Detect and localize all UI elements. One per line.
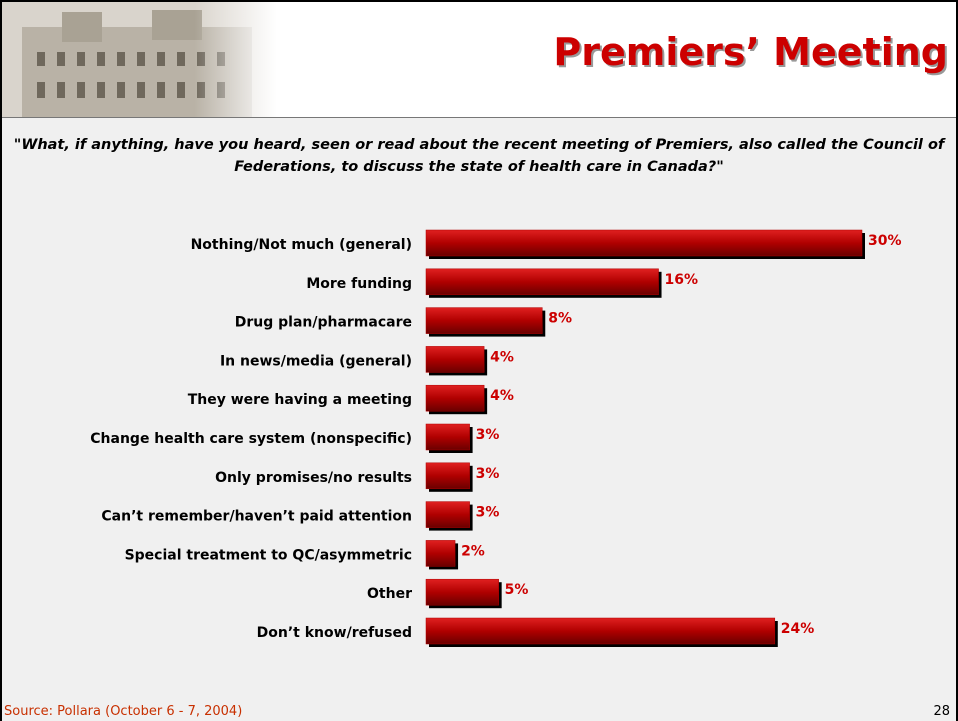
page-number: 28 xyxy=(933,704,950,719)
value-label: 24% xyxy=(781,621,815,637)
bar xyxy=(425,346,485,373)
value-label: 4% xyxy=(490,388,514,404)
category-label: Nothing/Not much (general) xyxy=(191,237,412,253)
value-label: 2% xyxy=(461,543,485,559)
value-label: 3% xyxy=(476,427,500,443)
bar xyxy=(425,384,485,412)
category-label: Drug plan/pharmacare xyxy=(235,315,412,331)
bar xyxy=(425,307,543,334)
value-label: 5% xyxy=(505,582,529,598)
value-label: 3% xyxy=(476,466,500,482)
bar xyxy=(425,423,470,451)
category-label: Other xyxy=(367,586,412,602)
category-label: In news/media (general) xyxy=(220,353,412,369)
bar xyxy=(425,617,776,645)
bar xyxy=(425,229,863,257)
header: Premiers’ Meeting xyxy=(2,2,956,118)
question-text: "What, if anything, have you heard, seen… xyxy=(13,137,945,175)
category-label: Don’t know/refused xyxy=(257,625,412,641)
value-label: 8% xyxy=(548,311,572,327)
source-note: Source: Pollara (October 6 - 7, 2004) xyxy=(4,704,243,719)
bar xyxy=(425,578,499,606)
value-label: 16% xyxy=(665,272,699,288)
bar xyxy=(425,501,470,528)
value-label: 3% xyxy=(476,505,500,521)
category-label: Special treatment to QC/asymmetric xyxy=(125,547,412,563)
slide-title: Premiers’ Meeting xyxy=(553,30,948,74)
category-label: Can’t remember/haven’t paid attention xyxy=(101,509,412,525)
category-label: Only promises/no results xyxy=(215,470,412,486)
value-label: 30% xyxy=(868,233,902,249)
bar xyxy=(425,462,470,490)
bar xyxy=(425,268,659,296)
building-image xyxy=(2,2,277,117)
category-label: Change health care system (nonspecific) xyxy=(90,431,412,447)
category-label: More funding xyxy=(306,276,412,292)
value-label: 4% xyxy=(490,349,514,365)
category-label: They were having a meeting xyxy=(188,392,412,408)
bar xyxy=(425,540,456,567)
